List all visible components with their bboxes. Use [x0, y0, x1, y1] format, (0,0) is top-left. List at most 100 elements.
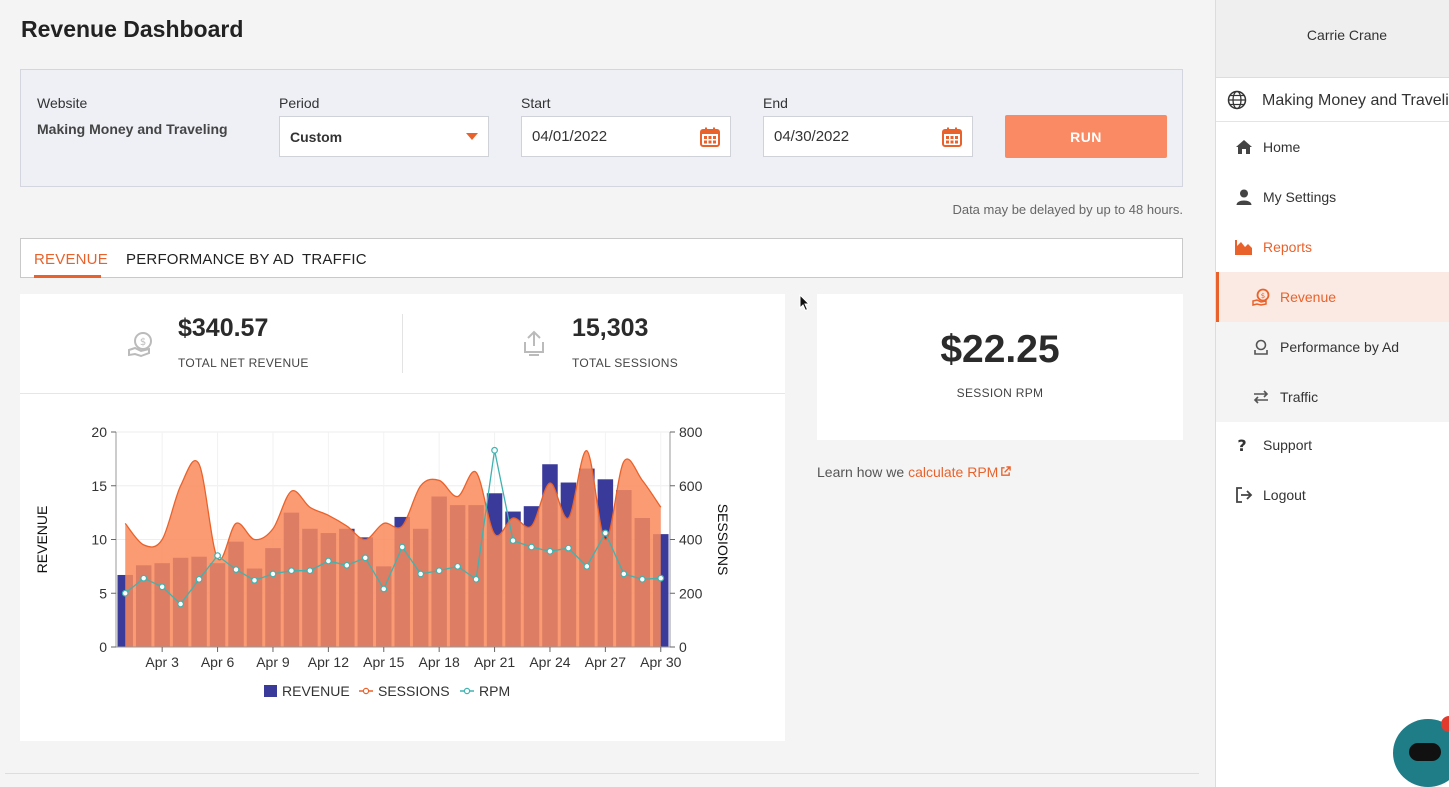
sidebar: Carrie Crane Making Money and Traveling … [1215, 0, 1449, 787]
calculate-rpm-link-text: calculate RPM [908, 464, 999, 480]
end-label: End [763, 95, 788, 111]
arrows-icon [1253, 390, 1269, 404]
tab-traffic[interactable]: TRAFFIC [302, 251, 367, 268]
active-tab-indicator [34, 275, 101, 278]
legend-label-revenue: REVENUE [282, 683, 350, 699]
learn-rpm-text: Learn how we calculate RPM [817, 464, 1012, 480]
rpm-point [435, 567, 443, 575]
svg-text:$: $ [140, 337, 146, 348]
end-date-input[interactable]: 04/30/2022 [763, 116, 973, 157]
revenue-icon: $ [128, 332, 152, 358]
chat-button[interactable] [1393, 719, 1449, 787]
sidebar-item-label: Traffic [1280, 389, 1319, 405]
total-sessions-value: 15,303 [572, 314, 649, 342]
calculate-rpm-link[interactable]: calculate RPM [908, 464, 1012, 480]
rpm-point [583, 562, 591, 570]
sidebar-item-logout[interactable]: Logout [1216, 470, 1449, 520]
y2-tick-label: 400 [679, 532, 703, 548]
learn-prefix: Learn how we [817, 464, 909, 480]
user-icon [1236, 189, 1252, 205]
legend-label-sessions: SESSIONS [378, 683, 450, 699]
x-tick-label: Apr 12 [308, 654, 349, 670]
total-sessions-label: TOTAL SESSIONS [572, 356, 679, 370]
x-tick-label: Apr 6 [201, 654, 235, 670]
y-tick-label: 15 [91, 478, 107, 494]
rpm-point [657, 574, 665, 582]
y-tick-label: 10 [91, 532, 107, 548]
x-tick-label: Apr 30 [640, 654, 681, 670]
revenue-card: $ $340.57 TOTAL NET REVENUE 15,303 TOTAL… [20, 294, 785, 741]
rpm-point [454, 562, 462, 570]
rpm-point [343, 561, 351, 569]
website-value: Making Money and Traveling [37, 121, 228, 137]
rpm-point [140, 574, 148, 582]
sessions-area [125, 450, 661, 647]
sidebar-item-home[interactable]: Home [1216, 122, 1449, 172]
delay-note: Data may be delayed by up to 48 hours. [952, 202, 1183, 217]
calendar-icon[interactable] [700, 127, 720, 147]
total-net-revenue-value: $340.57 [178, 314, 269, 342]
rpm-point [491, 446, 498, 454]
rpm-point [177, 600, 185, 608]
sidebar-item-reports[interactable]: Reports [1216, 222, 1449, 272]
rpm-point [214, 552, 221, 560]
y2-tick-label: 200 [679, 585, 703, 601]
report-tabs: REVENUE PERFORMANCE BY AD TRAFFIC [20, 238, 1183, 278]
site-selector[interactable]: Making Money and Traveling [1216, 78, 1449, 122]
x-tick-label: Apr 18 [419, 654, 460, 670]
tab-performance-by-ad[interactable]: PERFORMANCE BY AD [126, 251, 295, 268]
sidebar-item-label: Support [1263, 437, 1313, 453]
svg-text:?: ? [1237, 436, 1246, 454]
x-tick-label: Apr 15 [363, 654, 404, 670]
kpi-row: $ $340.57 TOTAL NET REVENUE 15,303 TOTAL… [20, 294, 785, 394]
y2-axis-label: SESSIONS [715, 504, 731, 576]
sidebar-item-revenue[interactable]: $ Revenue [1216, 272, 1449, 322]
home-icon [1236, 140, 1252, 154]
rpm-point [158, 583, 166, 591]
sidebar-item-my-settings[interactable]: My Settings [1216, 172, 1449, 222]
legend-marker-rpm [463, 687, 471, 695]
x-tick-label: Apr 24 [529, 654, 570, 670]
legend-label-rpm: RPM [479, 683, 510, 699]
y-tick-label: 0 [99, 639, 107, 655]
y2-tick-label: 0 [679, 639, 687, 655]
sidebar-item-label: Reports [1263, 239, 1313, 255]
sidebar-item-performance-by-ad[interactable]: Performance by Ad [1216, 322, 1449, 372]
site-name: Making Money and Traveling [1262, 92, 1449, 109]
x-tick-label: Apr 21 [474, 654, 515, 670]
rpm-point [380, 585, 388, 593]
rpm-line [124, 450, 661, 605]
mouse-cursor-icon [799, 294, 811, 312]
y2-tick-label: 800 [679, 424, 703, 440]
logout-icon [1236, 487, 1253, 503]
rpm-point [251, 576, 258, 584]
user-name[interactable]: Carrie Crane [1306, 27, 1388, 43]
rpm-point [232, 566, 240, 574]
period-select[interactable]: Custom [279, 116, 489, 157]
tab-revenue[interactable]: REVENUE [34, 251, 108, 268]
rpm-point [288, 567, 295, 575]
calendar-icon[interactable] [942, 127, 962, 147]
sidebar-item-support[interactable]: ? Support [1216, 420, 1449, 470]
rpm-card: $22.25 SESSION RPM [817, 294, 1183, 440]
rpm-point [601, 529, 609, 537]
sidebar-item-traffic[interactable]: Traffic [1216, 372, 1449, 422]
kpi-divider [402, 314, 403, 373]
start-date-input[interactable]: 04/01/2022 [521, 116, 731, 157]
sessions-line [124, 450, 662, 561]
revenue-icon: $ [1252, 288, 1270, 306]
session-rpm-label: SESSION RPM [956, 386, 1044, 400]
start-date-value: 04/01/2022 [532, 128, 608, 145]
x-tick-label: Apr 9 [256, 654, 290, 670]
footer-divider [5, 773, 1199, 774]
run-button[interactable]: RUN [1005, 115, 1167, 158]
y-axis-label: REVENUE [34, 506, 50, 574]
rpm-point [324, 557, 332, 565]
notification-badge [1441, 716, 1449, 732]
question-icon: ? [1237, 436, 1246, 454]
start-label: Start [521, 95, 551, 111]
x-tick-label: Apr 27 [585, 654, 626, 670]
rpm-point [121, 589, 129, 597]
globe-icon [1227, 90, 1247, 110]
